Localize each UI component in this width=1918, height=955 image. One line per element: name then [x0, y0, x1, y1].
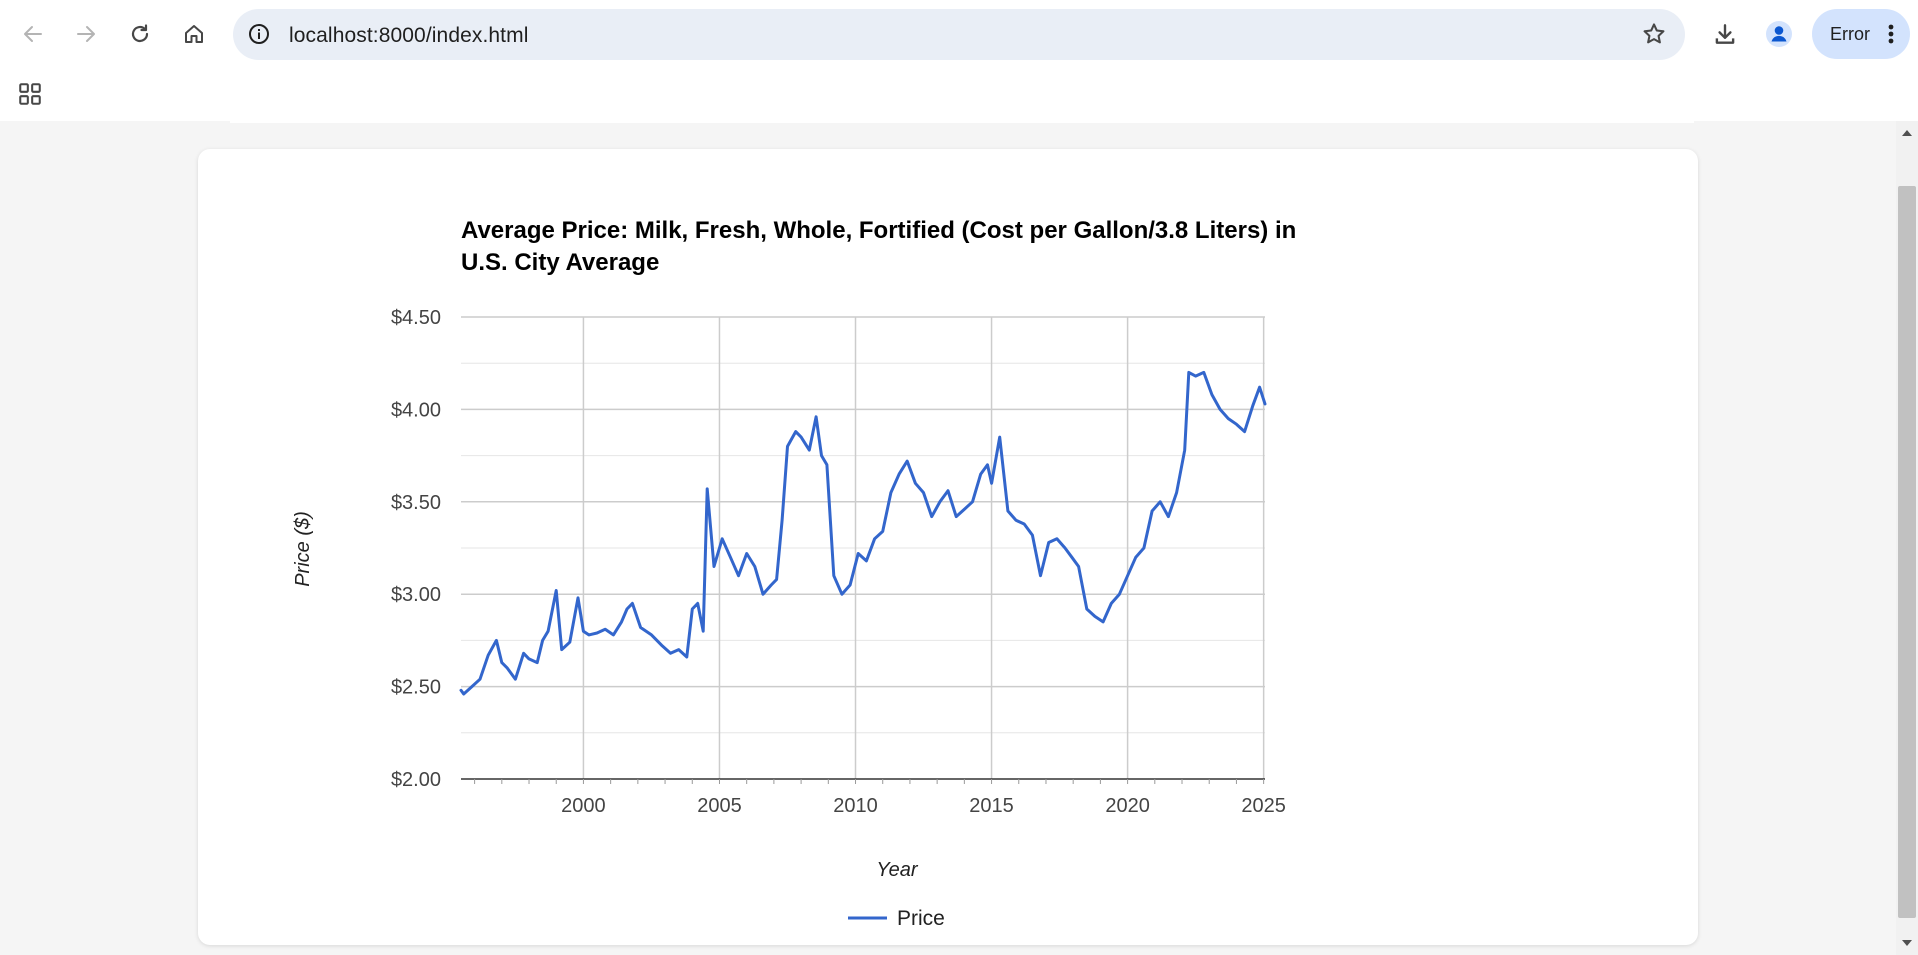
- url-text[interactable]: localhost:8000/index.html: [289, 24, 529, 47]
- back-arrow-icon: [24, 26, 42, 42]
- legend-label-price: Price: [897, 907, 945, 930]
- chart-title-line-2: U.S. City Average: [461, 249, 659, 276]
- y-tick-label: $4.50: [391, 307, 441, 329]
- apps-grid-icon[interactable]: [17, 81, 43, 107]
- home-icon: [185, 25, 203, 43]
- price-line-chart: $2.00$2.50$3.00$3.50$4.00$4.50 2000 2005 2…: [292, 217, 1296, 930]
- error-label: Error: [1830, 24, 1870, 44]
- downloads-button[interactable]: [1705, 14, 1745, 54]
- legend[interactable]: Price: [848, 907, 945, 930]
- x-tick-label: 2010: [833, 795, 878, 817]
- star-icon[interactable]: [1641, 21, 1667, 47]
- back-button[interactable]: [13, 14, 53, 54]
- x-tick-label: 2015: [969, 795, 1014, 817]
- previous-card-edge: [230, 121, 1694, 123]
- y-axis-tick-labels: $2.00 $2.50 $3.00 $3.50 $4.00 $4.50: [391, 307, 441, 791]
- download-icon: [1715, 24, 1735, 44]
- reload-button[interactable]: [120, 14, 160, 54]
- y-axis-title: Price ($): [292, 511, 314, 587]
- profile-button[interactable]: [1759, 14, 1799, 54]
- scroll-up-arrow-icon[interactable]: [1901, 128, 1913, 138]
- x-axis-tick-labels: 2000 2005 2010 2015 2020 2025: [561, 795, 1286, 817]
- info-icon[interactable]: [247, 22, 271, 46]
- bookmarks-bar: [0, 69, 1918, 122]
- y-tick-label: $2.00: [391, 769, 441, 791]
- home-button[interactable]: [174, 14, 214, 54]
- x-tick-label: 2000: [561, 795, 606, 817]
- page-viewport: $2.00 $2.50 $3.00 $3.50 $4.00 $4.50 2000 2005 2…: [0, 121, 1896, 955]
- more-vert-icon: [1888, 24, 1894, 44]
- chart-title-line-1: Average Price: Milk, Fresh, Whole, Forti…: [461, 217, 1296, 244]
- profile-icon: [1766, 21, 1792, 47]
- x-axis-title: Year: [876, 859, 918, 881]
- y-tick-label: $3.50: [391, 492, 441, 514]
- tick-marks: [474, 779, 1265, 784]
- scrollbar-thumb[interactable]: [1898, 186, 1916, 918]
- gridlines: [461, 316, 1265, 780]
- reload-icon: [131, 24, 149, 43]
- forward-arrow-icon: [77, 26, 95, 42]
- y-tick-label: $4.00: [391, 399, 441, 421]
- series-line-price: [459, 370, 1267, 696]
- scroll-down-arrow-icon[interactable]: [1901, 938, 1913, 948]
- x-tick-label: 2025: [1241, 795, 1286, 817]
- x-tick-label: 2005: [697, 795, 742, 817]
- error-menu-button[interactable]: Error: [1812, 9, 1910, 59]
- browser-toolbar: localhost:8000/index.html Error: [0, 0, 1918, 69]
- x-tick-label: 2020: [1105, 795, 1150, 817]
- address-bar[interactable]: localhost:8000/index.html: [233, 9, 1685, 60]
- y-tick-label: $3.00: [391, 584, 441, 606]
- chart-card: $2.00 $2.50 $3.00 $3.50 $4.00 $4.50 2000 2005 2…: [198, 149, 1698, 945]
- y-tick-label: $2.50: [391, 677, 441, 699]
- forward-button[interactable]: [66, 14, 106, 54]
